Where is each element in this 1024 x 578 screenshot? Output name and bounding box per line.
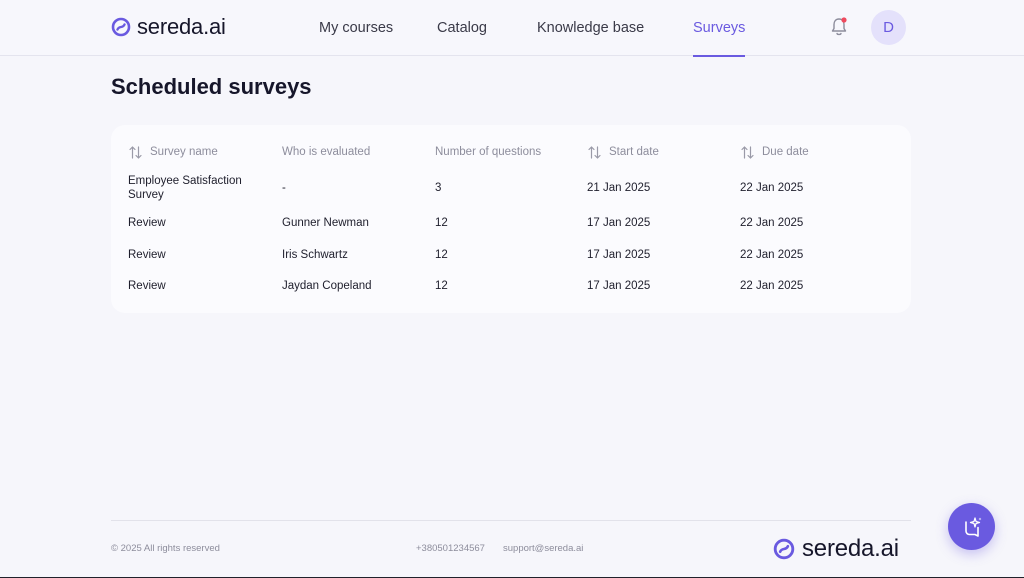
cell-start-date: 17 Jan 2025 [587,249,651,261]
column-label: Survey name [150,146,218,158]
column-header-start-date[interactable]: Start date [587,144,659,160]
cell-start-date: 21 Jan 2025 [587,182,651,194]
sort-icon [129,145,142,159]
sort-icon [588,145,601,159]
column-header-who-is-evaluated: Who is evaluated [282,144,370,160]
cell-due-date: 22 Jan 2025 [740,182,804,194]
footer-email-link[interactable]: support@sereda.ai [503,543,584,554]
nav-surveys[interactable]: Surveys [693,0,746,57]
cell-due-date: 22 Jan 2025 [740,280,804,292]
column-header-number-of-questions: Number of questions [435,144,541,160]
footer-divider [111,520,911,521]
cell-start-date: 17 Jan 2025 [587,217,651,229]
footer-copyright: © 2025 All rights reserved [111,543,220,554]
cell-questions: 12 [435,249,448,261]
top-bar: sereda.ai My courses Catalog Knowledge b… [0,0,1024,57]
column-header-due-date[interactable]: Due date [740,144,809,160]
cell-survey-name[interactable]: Review [128,280,166,292]
ai-assistant-icon [964,516,981,537]
cell-survey-name[interactable]: Review [128,249,166,261]
column-label: Number of questions [435,146,542,158]
cell-evaluated: Gunner Newman [282,217,369,229]
footer-brand-logo[interactable]: sereda.ai [773,535,899,563]
logo-mark-icon [773,538,795,560]
brand-name: sereda.ai [137,14,226,39]
brand-name: sereda.ai [802,535,899,562]
cell-start-date: 17 Jan 2025 [587,280,651,292]
nav-catalog[interactable]: Catalog [437,20,487,36]
column-header-survey-name[interactable]: Survey name [128,144,218,160]
cell-due-date: 22 Jan 2025 [740,249,804,261]
page-title: Scheduled surveys [111,74,312,99]
surveys-table: Survey name Who is evaluated Number of q… [111,125,911,313]
column-label: Start date [609,146,659,158]
cell-questions: 12 [435,217,448,229]
user-avatar[interactable]: D [871,10,906,45]
cell-questions: 12 [435,280,448,292]
nav-my-courses[interactable]: My courses [319,20,394,36]
bell-icon[interactable] [829,16,849,38]
notification-dot [841,17,847,23]
cell-due-date: 22 Jan 2025 [740,217,804,229]
cell-questions: 3 [435,182,442,194]
cell-evaluated: Iris Schwartz [282,249,348,261]
cell-evaluated: - [282,182,286,194]
sort-icon [741,145,754,159]
cell-survey-name[interactable]: Employee Satisfaction Survey [128,175,242,201]
cell-survey-name[interactable]: Review [128,217,166,229]
ai-assistant-button[interactable] [948,503,995,550]
brand-logo[interactable]: sereda.ai [111,14,226,40]
column-label: Who is evaluated [282,146,371,158]
column-label: Due date [762,146,809,158]
cell-evaluated: Jaydan Copeland [282,280,372,292]
footer-phone-link[interactable]: +380501234567 [416,543,485,554]
nav-knowledge-base[interactable]: Knowledge base [537,20,645,36]
logo-mark-icon [111,17,131,37]
